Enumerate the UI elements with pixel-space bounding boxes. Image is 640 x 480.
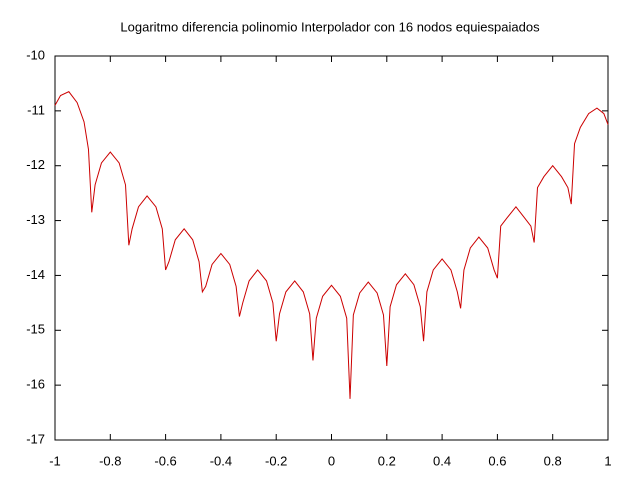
x-tick-label: -0.8: [99, 453, 121, 468]
y-tick-label: -16: [26, 377, 45, 392]
y-tick-label: -13: [26, 212, 45, 227]
y-tick-label: -12: [26, 157, 45, 172]
plot-border: [54, 55, 609, 441]
x-tick-label: -0.4: [210, 453, 232, 468]
x-tick-label: 0.2: [378, 453, 396, 468]
y-tick-label: -11: [27, 102, 45, 117]
data-line: [54, 91, 609, 399]
x-tick-label: 0.6: [488, 453, 506, 468]
x-tick-label: -0.6: [154, 453, 176, 468]
x-tick-label: 0.8: [544, 453, 562, 468]
x-tick-label: 0: [328, 453, 335, 468]
x-tick-label: -1: [49, 453, 61, 468]
x-tick-label: -0.2: [265, 453, 287, 468]
y-tick-label: -10: [26, 47, 45, 62]
y-tick-label: -17: [26, 431, 45, 446]
y-tick-label: -14: [26, 267, 45, 282]
x-tick-label: 1: [604, 453, 611, 468]
y-tick-label: -15: [26, 322, 45, 337]
x-tick-label: 0.4: [433, 453, 451, 468]
chart-title: Logaritmo diferencia polinomio Interpola…: [120, 19, 540, 34]
